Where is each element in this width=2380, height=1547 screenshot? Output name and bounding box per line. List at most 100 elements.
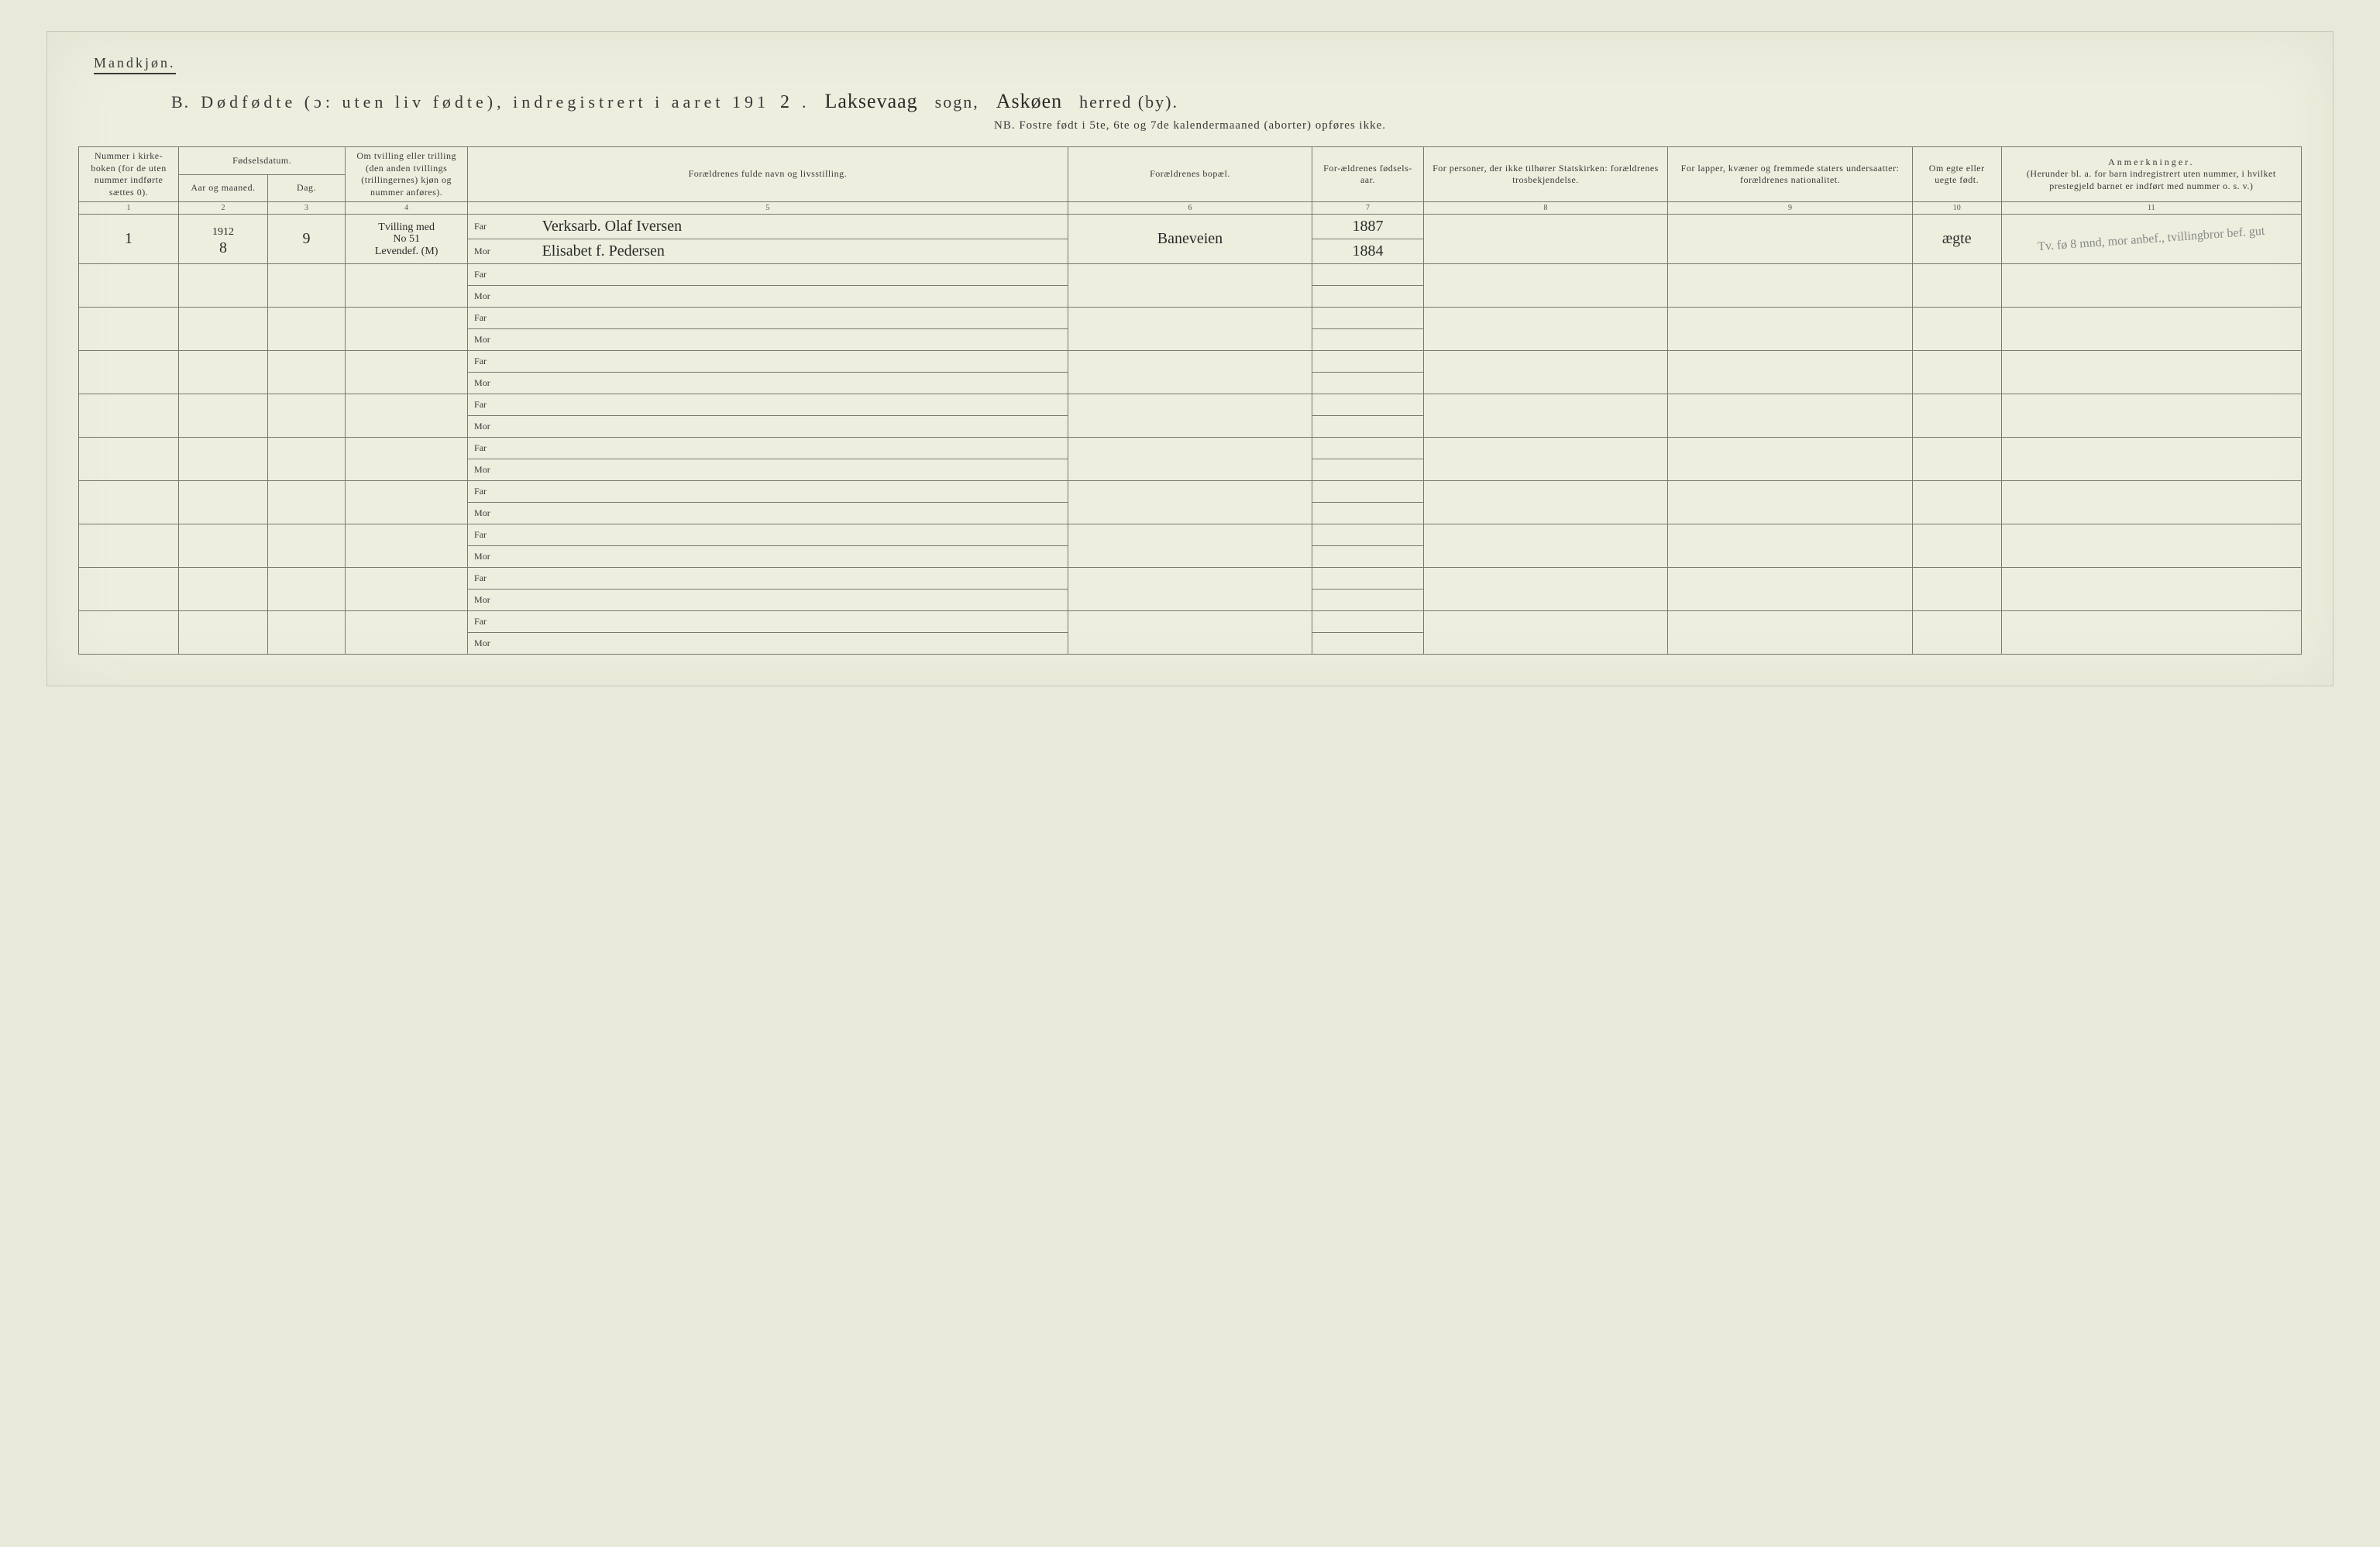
table-row: Far <box>79 264 2302 286</box>
empty-cell <box>535 308 1068 329</box>
sogn-label: sogn, <box>935 92 979 112</box>
mor-label: Mor <box>468 590 535 611</box>
hdr-tvilling: Om tvilling eller trilling (den anden tv… <box>346 147 468 202</box>
entry-day: 9 <box>267 215 345 264</box>
empty-cell <box>346 568 468 611</box>
empty-cell <box>1423 568 1668 611</box>
empty-cell <box>535 416 1068 438</box>
empty-cell <box>1423 394 1668 438</box>
hdr-aar-maaned: Aar og maaned. <box>179 174 268 202</box>
table-row: Far <box>79 438 2302 459</box>
hdr-foraldre-navn: Forældrenes fulde navn og livsstilling. <box>468 147 1068 202</box>
mor-label: Mor <box>468 239 535 264</box>
mor-name: Elisabet f. Pedersen <box>535 239 1068 264</box>
far-label: Far <box>468 438 535 459</box>
empty-cell <box>1312 286 1423 308</box>
register-table: Nummer i kirke-boken (for de uten nummer… <box>78 146 2302 655</box>
empty-cell <box>346 481 468 524</box>
empty-cell <box>2001 308 2301 351</box>
table-row: Far <box>79 611 2302 633</box>
empty-cell <box>1423 524 1668 568</box>
empty-cell <box>79 351 179 394</box>
empty-cell <box>1423 481 1668 524</box>
hdr-anmerkninger: Anmerkninger. (Herunder bl. a. for barn … <box>2001 147 2301 202</box>
empty-cell <box>1068 351 1312 394</box>
entry-nat <box>1668 215 1913 264</box>
entry-annotation: Tv. fø 8 mnd, mor anbef., tvillingbror b… <box>2038 225 2265 254</box>
empty-cell <box>79 524 179 568</box>
empty-cell <box>179 308 268 351</box>
empty-cell <box>535 329 1068 351</box>
colnum: 10 <box>1912 202 2001 215</box>
empty-cell <box>535 481 1068 503</box>
colnum: 8 <box>1423 202 1668 215</box>
far-label: Far <box>468 351 535 373</box>
empty-cell <box>1668 438 1913 481</box>
table-body: 1 1912 8 9 Tvilling med No 51 Levendef. … <box>79 215 2302 655</box>
empty-cell <box>1423 264 1668 308</box>
empty-cell <box>1668 568 1913 611</box>
empty-cell <box>346 438 468 481</box>
table-row: Far <box>79 394 2302 416</box>
empty-cell <box>79 568 179 611</box>
empty-cell <box>2001 481 2301 524</box>
title-period: . <box>802 92 808 112</box>
empty-cell <box>267 481 345 524</box>
empty-cell <box>179 394 268 438</box>
herred-label: herred (by). <box>1079 92 1178 112</box>
empty-cell <box>1068 264 1312 308</box>
twin-l3: Levendef. (M) <box>375 246 439 257</box>
colnum: 7 <box>1312 202 1423 215</box>
mor-label: Mor <box>468 503 535 524</box>
entry-year: 1912 <box>212 226 234 238</box>
empty-cell <box>535 546 1068 568</box>
entry-tros <box>1423 215 1668 264</box>
empty-cell <box>1912 481 2001 524</box>
empty-cell <box>346 394 468 438</box>
empty-cell <box>179 611 268 655</box>
empty-cell <box>2001 264 2301 308</box>
empty-cell <box>2001 394 2301 438</box>
empty-cell <box>2001 524 2301 568</box>
empty-cell <box>267 351 345 394</box>
empty-cell <box>535 633 1068 655</box>
far-label: Far <box>468 611 535 633</box>
entry-number: 1 <box>79 215 179 264</box>
colnum: 9 <box>1668 202 1913 215</box>
mor-label: Mor <box>468 416 535 438</box>
empty-cell <box>79 264 179 308</box>
title-prefix: B. <box>171 92 190 112</box>
empty-cell <box>179 264 268 308</box>
empty-cell <box>1312 264 1423 286</box>
empty-cell <box>1912 611 2001 655</box>
colnum: 6 <box>1068 202 1312 215</box>
empty-cell <box>1912 351 2001 394</box>
entry-bopal: Baneveien <box>1068 215 1312 264</box>
empty-cell <box>1668 264 1913 308</box>
empty-cell <box>535 503 1068 524</box>
colnum: 5 <box>468 202 1068 215</box>
entry-twin-note: Tvilling med No 51 Levendef. (M) <box>346 215 468 264</box>
empty-cell <box>1312 481 1423 503</box>
empty-cell <box>535 459 1068 481</box>
mor-label: Mor <box>468 329 535 351</box>
empty-cell <box>267 438 345 481</box>
gender-label: Mandkjøn. <box>94 55 176 74</box>
nb-line: NB. Fostre født i 5te, 6te og 7de kalend… <box>78 119 2302 132</box>
year-handwritten: 2 <box>780 92 791 113</box>
empty-cell <box>1312 438 1423 459</box>
mor-label: Mor <box>468 286 535 308</box>
herred-handwritten: Askøen <box>990 90 1068 113</box>
empty-cell <box>1912 568 2001 611</box>
empty-cell <box>179 568 268 611</box>
empty-cell <box>1912 308 2001 351</box>
empty-cell <box>346 308 468 351</box>
empty-cell <box>1912 524 2001 568</box>
register-page: Mandkjøn. B. Dødfødte (ɔ: uten liv fødte… <box>46 31 2334 686</box>
empty-cell <box>79 481 179 524</box>
hdr-statskirken: For personer, der ikke tilhører Statskir… <box>1423 147 1668 202</box>
empty-cell <box>1312 568 1423 590</box>
colnum: 2 <box>179 202 268 215</box>
empty-cell <box>1668 394 1913 438</box>
hdr-anm-sub: (Herunder bl. a. for barn indregistrert … <box>2027 168 2276 191</box>
